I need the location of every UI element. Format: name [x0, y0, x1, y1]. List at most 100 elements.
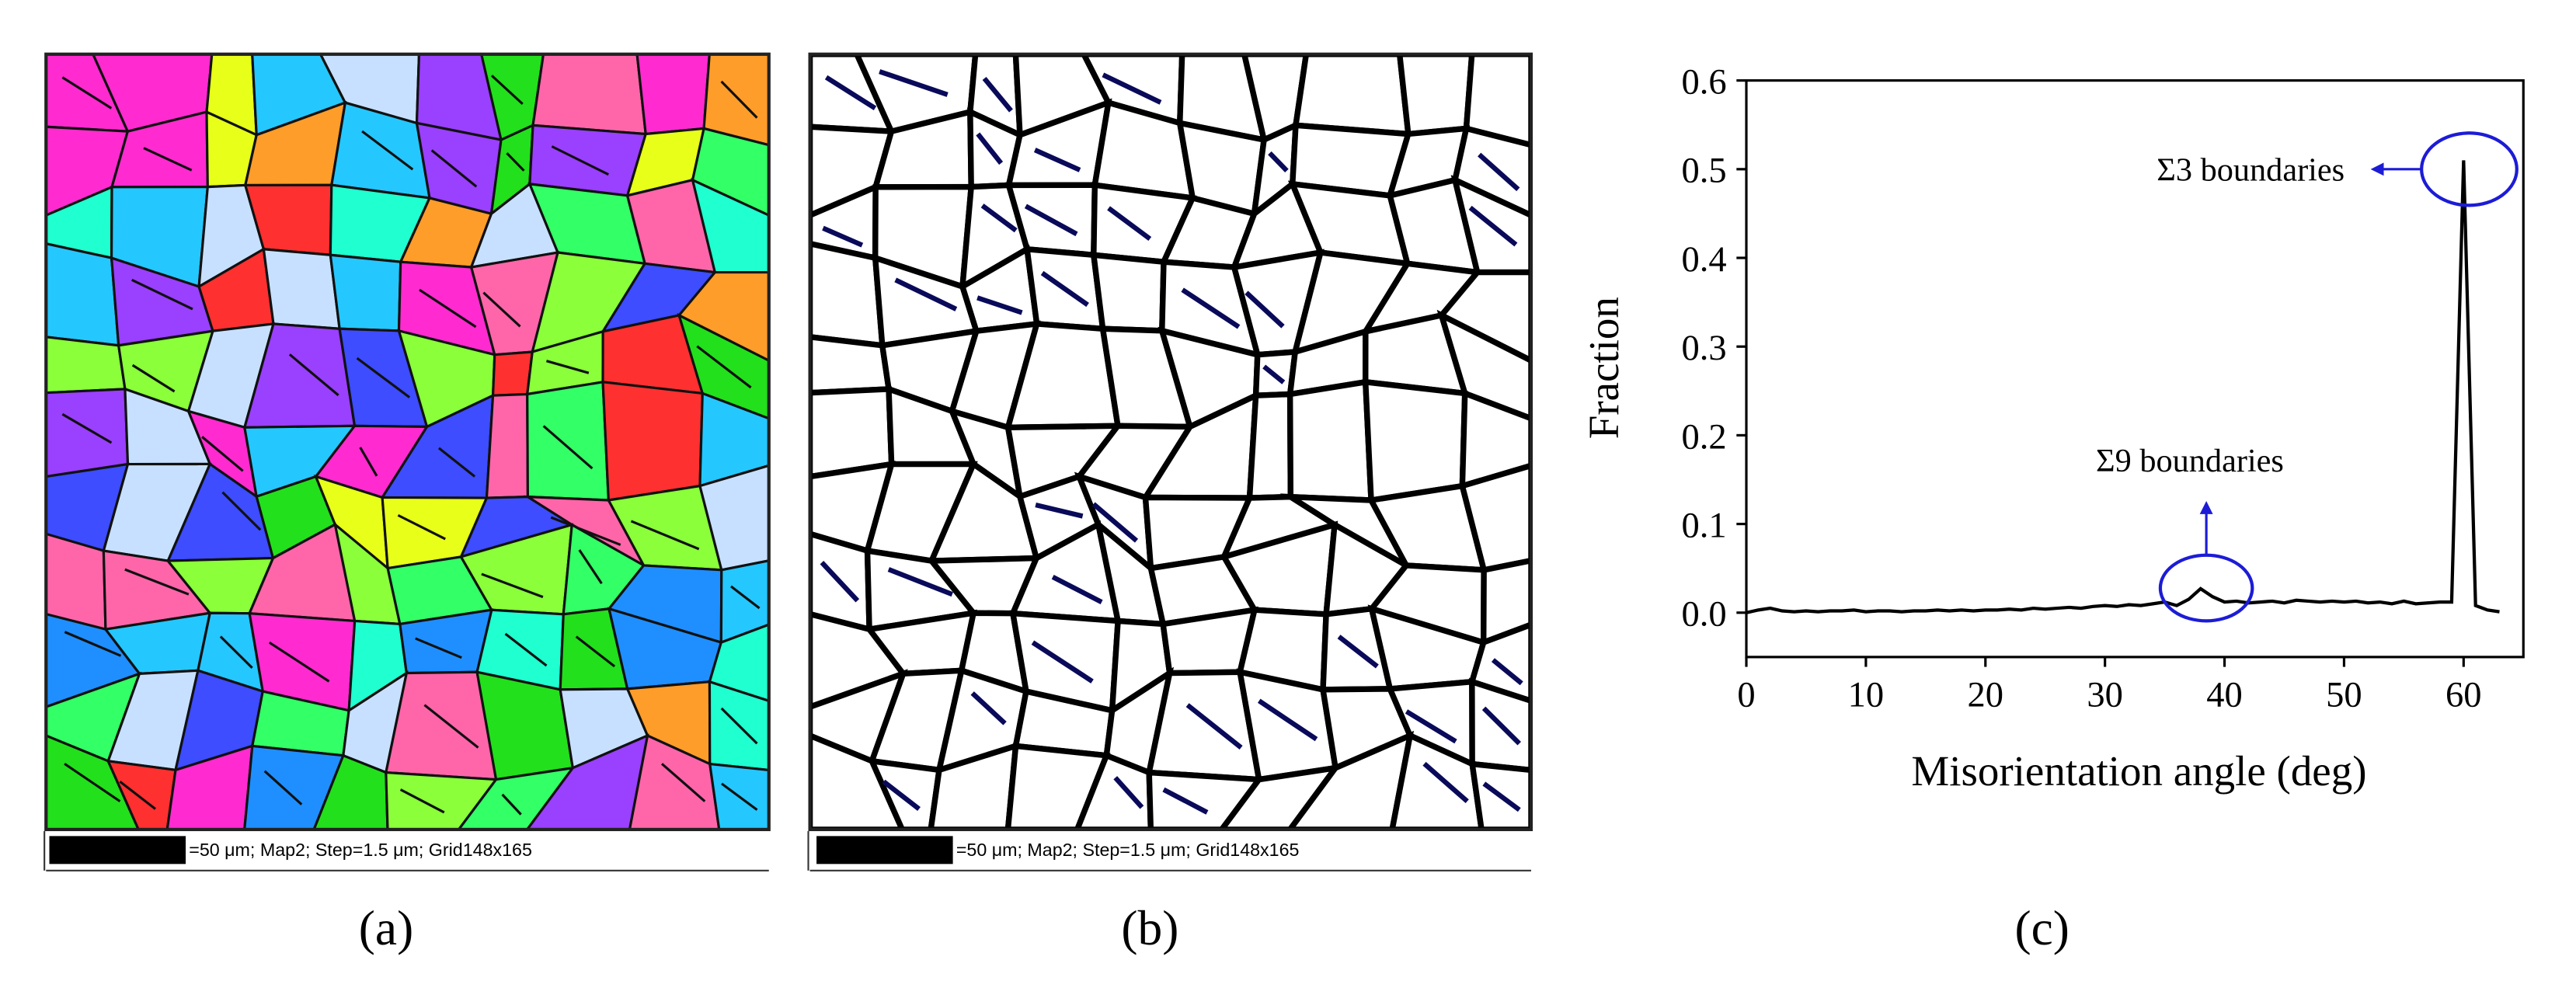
plot-frame [1745, 79, 2525, 659]
grain [809, 732, 906, 830]
y-tick-label: 0.4 [1681, 240, 1726, 280]
twin-boundary [980, 204, 1018, 233]
grain [1004, 743, 1111, 830]
twin-boundary [1491, 658, 1523, 686]
grain [1090, 252, 1167, 334]
twin-boundary [1482, 781, 1521, 812]
twin-boundary [720, 707, 758, 745]
grain [809, 240, 886, 349]
grain [719, 559, 769, 645]
twin-boundary [824, 75, 877, 111]
x-tick-label: 50 [2326, 675, 2362, 715]
grain [677, 270, 769, 363]
twin-boundary [1040, 270, 1089, 308]
orientation-map [46, 54, 769, 830]
scale-text: =50 μm; Map2; Step=1.5 μm; Grid148x165 [189, 840, 532, 860]
twin-boundary [1337, 635, 1379, 669]
twin-boundary [820, 561, 860, 603]
twin-boundary [1162, 787, 1209, 815]
twin-boundary [1478, 152, 1520, 192]
twin-boundary [550, 516, 621, 546]
grain [1463, 54, 1531, 148]
scale-bar [49, 836, 186, 864]
annotation: Σ3 boundaries [2157, 152, 2345, 189]
grain [1436, 309, 1531, 422]
twin-boundary [131, 278, 193, 311]
grain [1458, 462, 1531, 574]
grain [691, 127, 769, 217]
grain [928, 742, 1019, 830]
twin-boundary [1181, 287, 1241, 329]
x-axis-label: Misorientation angle (deg) [1911, 747, 2366, 795]
twin-boundary [504, 632, 548, 667]
grain [491, 350, 534, 397]
twin-boundary [578, 549, 603, 585]
twin-boundary [1268, 151, 1289, 173]
twin-boundary [119, 781, 156, 810]
grain [1246, 391, 1294, 501]
chart: 0 10 20 30 40 50 60 0.0 0.1 0.2 0.3 0.4 0.5 0.6 Σ3 bou… [1681, 63, 2525, 715]
y-tick-label: 0.3 [1681, 329, 1726, 368]
annotation-circle [2420, 131, 2519, 207]
grain [1396, 54, 1475, 137]
grain [46, 388, 130, 478]
grain [312, 753, 389, 830]
x-tick-label: 0 [1737, 675, 1755, 715]
grain [1286, 378, 1374, 503]
x-tick-label: 60 [2445, 675, 2482, 715]
grain [1459, 389, 1531, 490]
twin-boundary [551, 145, 609, 176]
boundary-map [809, 54, 1531, 830]
twin-boundary [1091, 502, 1139, 543]
twin-boundary [61, 76, 113, 110]
twin-boundary [64, 631, 122, 657]
grain [702, 54, 769, 147]
twin-boundary [1107, 206, 1152, 242]
grain [1451, 124, 1531, 219]
grain [635, 54, 711, 136]
grain [106, 759, 177, 830]
grain [525, 733, 649, 830]
twin-boundary [1033, 148, 1081, 172]
grain [1362, 378, 1468, 504]
grain [628, 733, 721, 830]
twin-boundary [221, 491, 262, 531]
map-frame [808, 52, 1533, 832]
grain [1286, 730, 1415, 830]
arrow-head [2370, 162, 2384, 176]
twin-boundary [415, 637, 462, 659]
twin-boundary [490, 75, 524, 106]
twin-boundary [481, 572, 544, 599]
twin-boundary [1035, 502, 1084, 519]
twin-boundary [630, 520, 700, 551]
grain [708, 623, 769, 703]
twin-boundary [1113, 776, 1144, 809]
twin-boundary [1102, 72, 1162, 105]
twin-boundary [356, 357, 411, 398]
y-tick-label: 0.1 [1681, 506, 1726, 546]
twin-boundary [545, 360, 590, 374]
twin-boundary [1185, 703, 1243, 750]
data-line [1746, 160, 2500, 614]
twin-boundary [268, 641, 330, 683]
twin-boundary [61, 412, 113, 444]
x-tick-label: 20 [1968, 675, 2004, 715]
twin-boundary [397, 513, 446, 541]
twin-boundary [660, 763, 706, 802]
twin-boundary [501, 793, 522, 816]
twin-boundary [982, 76, 1013, 113]
twin-boundary [131, 364, 176, 393]
twin-boundary [879, 69, 949, 97]
panel-label: (a) [359, 900, 413, 955]
twin-boundary [1405, 709, 1457, 744]
x-tick-label: 40 [2206, 675, 2243, 715]
arrow-head [2199, 500, 2213, 514]
twin-boundary [263, 770, 303, 805]
twin-boundary [64, 763, 121, 802]
annotation-circle [2158, 553, 2254, 623]
map-frame [44, 52, 771, 832]
panel-label: (b) [1121, 900, 1178, 955]
grain [867, 757, 943, 830]
twin-boundary [976, 295, 1023, 315]
